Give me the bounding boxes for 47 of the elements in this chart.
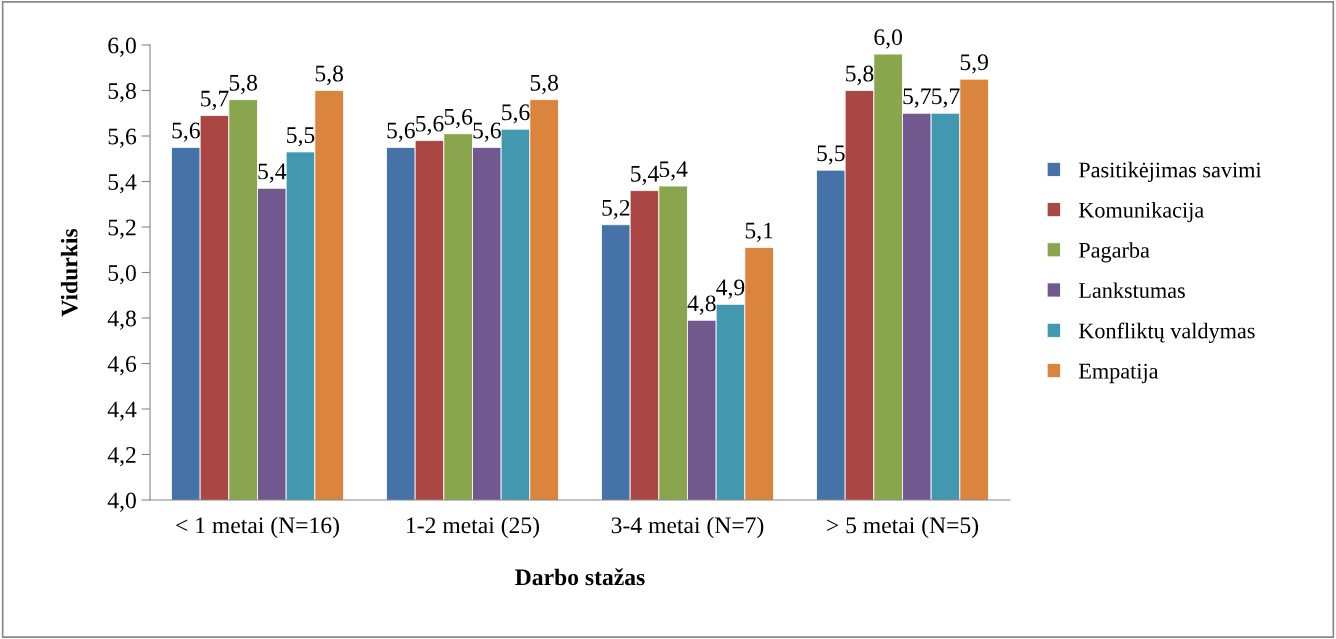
y-tick-label: 4,0	[107, 492, 136, 512]
y-tick-label: 4,6	[107, 356, 137, 376]
data-label: 5,8	[315, 65, 344, 85]
y-tick-label: 5,6	[108, 128, 137, 148]
data-label: 5,8	[229, 74, 258, 95]
data-label: 5,6	[387, 122, 415, 142]
legend-label: Pagarba	[1078, 242, 1150, 263]
data-label: 5,5	[817, 145, 845, 165]
x-tick-label: 3-4 metai (N=7)	[611, 516, 764, 539]
x-tick-label: 1-2 metai (25)	[407, 516, 539, 539]
data-label: 5,1	[745, 222, 773, 242]
data-label: 5,7	[903, 88, 931, 108]
legend-label: Komunikacija	[1078, 202, 1204, 223]
data-label: 5,2	[602, 199, 630, 220]
y-tick-label: 5,2	[108, 219, 136, 239]
data-label: 4,9	[716, 279, 745, 299]
data-label: 5,4	[659, 161, 688, 181]
y-tick-label: 6,0	[108, 37, 136, 57]
x-tick-label: > 5 metai (N=5)	[827, 516, 979, 539]
data-label: 5,4	[258, 163, 287, 183]
data-label: 5,6	[416, 115, 444, 135]
data-label: 5,6	[172, 122, 200, 142]
data-label: 4,8	[687, 295, 716, 315]
legend-label: Konfliktų valdymas	[1078, 322, 1255, 343]
data-label: 5,5	[287, 127, 315, 147]
y-axis-title: Vidurkis	[60, 228, 78, 317]
data-label: 5,7	[932, 88, 960, 108]
data-label: 5,6	[502, 104, 530, 124]
x-tick-label: < 1 metai (N=16)	[176, 516, 339, 539]
y-tick-label: 5,8	[108, 82, 136, 103]
y-tick-label: 5,0	[108, 264, 136, 285]
data-label: 5,6	[444, 108, 473, 129]
data-label: 5,7	[201, 90, 229, 110]
legend-label: Pasitikėjimas savimi	[1078, 161, 1262, 183]
data-label: 5,4	[631, 165, 659, 186]
legend-label: Empatija	[1078, 363, 1159, 384]
y-tick-label: 4,4	[107, 401, 137, 421]
y-tick-label: 5,4	[108, 174, 137, 194]
y-tick-label: 4,2	[107, 447, 136, 467]
data-label: 6,0	[874, 29, 903, 49]
legend-label: Lankstumas	[1078, 282, 1185, 299]
x-axis-title: Darbo stažas	[515, 568, 645, 586]
data-label: 5,8	[846, 65, 874, 85]
y-tick-label: 4,8	[107, 310, 136, 330]
data-label: 5,9	[960, 54, 988, 74]
data-label: 5,6	[473, 122, 501, 142]
data-label: 5,8	[530, 74, 559, 95]
